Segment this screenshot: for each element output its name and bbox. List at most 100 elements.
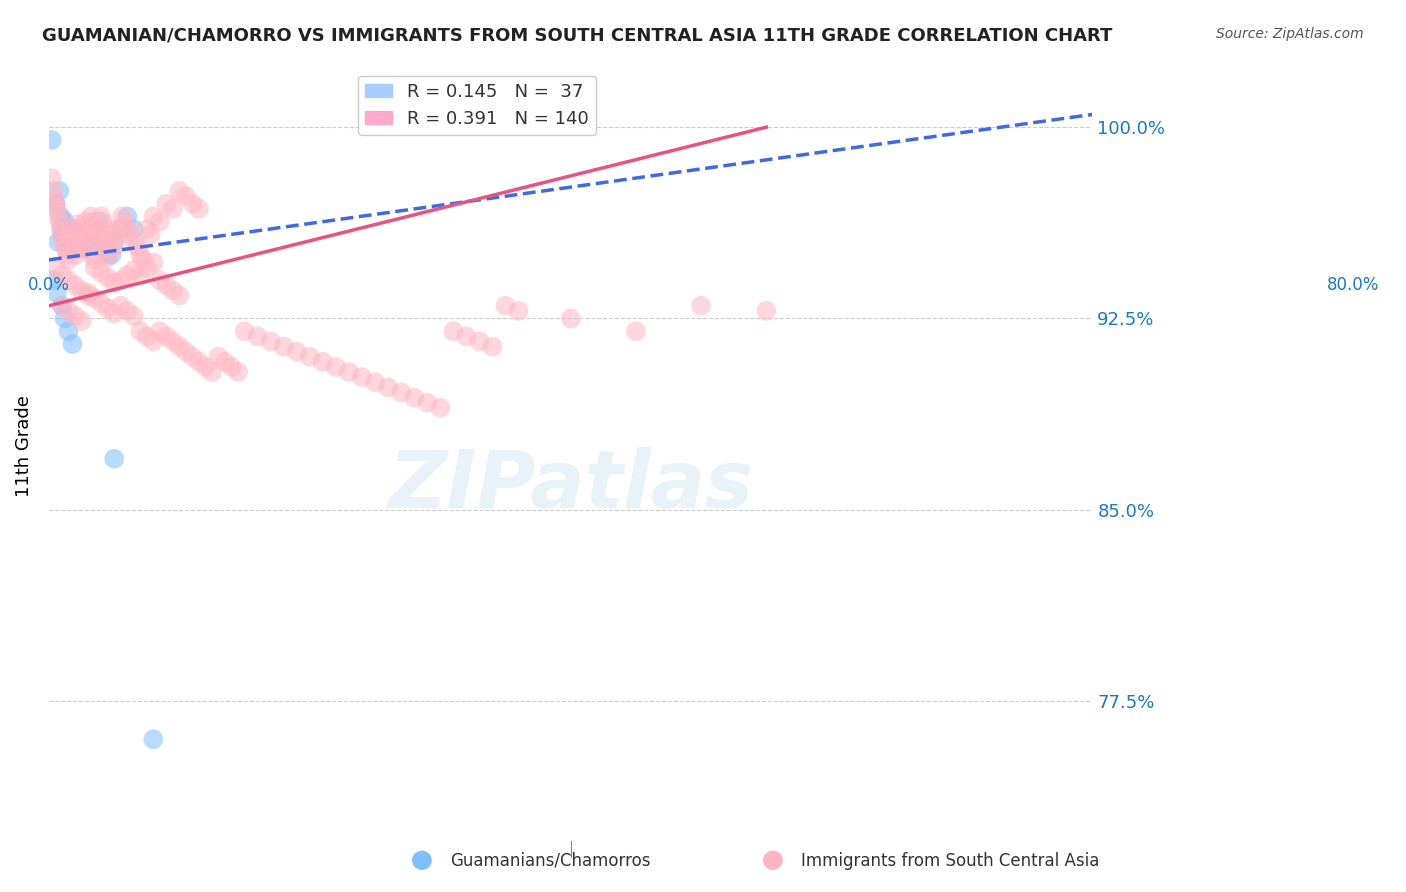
Point bbox=[44, 196, 66, 211]
Point bbox=[100, 235, 122, 249]
Point bbox=[103, 240, 125, 254]
Point bbox=[404, 391, 426, 405]
Point bbox=[87, 214, 110, 228]
Point bbox=[114, 214, 136, 228]
Text: ⬤: ⬤ bbox=[411, 850, 433, 870]
Text: ⬤: ⬤ bbox=[762, 850, 785, 870]
Point bbox=[142, 210, 165, 224]
Point bbox=[103, 306, 125, 320]
Point bbox=[51, 227, 73, 242]
Point bbox=[83, 291, 105, 305]
Text: 0.0%: 0.0% bbox=[28, 276, 70, 294]
Point bbox=[246, 329, 269, 343]
Point bbox=[226, 365, 249, 379]
Point bbox=[155, 278, 177, 293]
Point bbox=[62, 337, 84, 351]
Point bbox=[174, 344, 197, 359]
Point bbox=[83, 252, 105, 267]
Point bbox=[416, 395, 439, 409]
Point bbox=[188, 355, 211, 369]
Point bbox=[142, 255, 165, 269]
Point bbox=[221, 359, 243, 374]
Point bbox=[155, 196, 177, 211]
Point bbox=[58, 273, 80, 287]
Point bbox=[389, 385, 412, 400]
Point bbox=[162, 284, 184, 298]
Point bbox=[135, 260, 157, 275]
Point bbox=[75, 214, 97, 228]
Point bbox=[108, 227, 131, 242]
Point bbox=[80, 235, 103, 249]
Point bbox=[115, 303, 138, 318]
Point bbox=[129, 324, 152, 338]
Point bbox=[481, 339, 503, 353]
Point bbox=[83, 260, 105, 275]
Point bbox=[149, 324, 172, 338]
Point bbox=[59, 243, 82, 257]
Point bbox=[46, 210, 69, 224]
Point bbox=[508, 303, 530, 318]
Point bbox=[103, 451, 125, 466]
Point bbox=[72, 237, 94, 252]
Point bbox=[285, 344, 308, 359]
Point bbox=[62, 237, 84, 252]
Point bbox=[377, 380, 399, 394]
Point bbox=[194, 359, 217, 374]
Point bbox=[233, 324, 256, 338]
Point bbox=[77, 288, 100, 302]
Point bbox=[42, 184, 65, 198]
Point bbox=[66, 235, 89, 249]
Point bbox=[201, 365, 224, 379]
Point bbox=[70, 314, 93, 328]
Point bbox=[110, 273, 132, 287]
Point bbox=[169, 184, 191, 198]
Point bbox=[83, 222, 105, 236]
Point bbox=[45, 285, 67, 300]
Point bbox=[79, 230, 101, 244]
Point bbox=[169, 339, 191, 353]
Point bbox=[350, 370, 373, 384]
Point bbox=[142, 732, 165, 747]
Y-axis label: 11th Grade: 11th Grade bbox=[15, 395, 32, 497]
Point bbox=[52, 227, 75, 242]
Point bbox=[44, 196, 66, 211]
Point bbox=[100, 248, 122, 262]
Point bbox=[97, 250, 120, 264]
Text: GUAMANIAN/CHAMORRO VS IMMIGRANTS FROM SOUTH CENTRAL ASIA 11TH GRADE CORRELATION : GUAMANIAN/CHAMORRO VS IMMIGRANTS FROM SO… bbox=[42, 27, 1112, 45]
Point bbox=[58, 252, 80, 267]
Point bbox=[456, 329, 478, 343]
Point bbox=[58, 222, 80, 236]
Point bbox=[63, 243, 86, 257]
Point bbox=[62, 222, 84, 236]
Point bbox=[66, 217, 89, 231]
Point bbox=[129, 268, 152, 282]
Point bbox=[52, 232, 75, 246]
Point bbox=[70, 232, 93, 246]
Point bbox=[337, 365, 360, 379]
Point bbox=[49, 222, 72, 236]
Point bbox=[169, 288, 191, 302]
Point bbox=[273, 339, 295, 353]
Legend: R = 0.145   N =  37, R = 0.391   N = 140: R = 0.145 N = 37, R = 0.391 N = 140 bbox=[359, 76, 596, 135]
Point bbox=[53, 237, 76, 252]
Point bbox=[80, 210, 103, 224]
Point bbox=[86, 232, 108, 246]
Point bbox=[49, 210, 72, 224]
Point bbox=[58, 324, 80, 338]
Point bbox=[53, 214, 76, 228]
Point bbox=[63, 227, 86, 242]
Point bbox=[122, 309, 145, 323]
Text: Immigrants from South Central Asia: Immigrants from South Central Asia bbox=[801, 852, 1099, 870]
Point bbox=[260, 334, 283, 349]
Point bbox=[122, 263, 145, 277]
Point bbox=[110, 222, 132, 236]
Point bbox=[97, 270, 120, 285]
Point bbox=[624, 324, 647, 338]
Point bbox=[162, 334, 184, 349]
Point bbox=[755, 303, 778, 318]
Point bbox=[115, 222, 138, 236]
Point bbox=[48, 184, 70, 198]
Point bbox=[46, 235, 69, 249]
Point bbox=[94, 240, 117, 254]
Point bbox=[312, 355, 335, 369]
